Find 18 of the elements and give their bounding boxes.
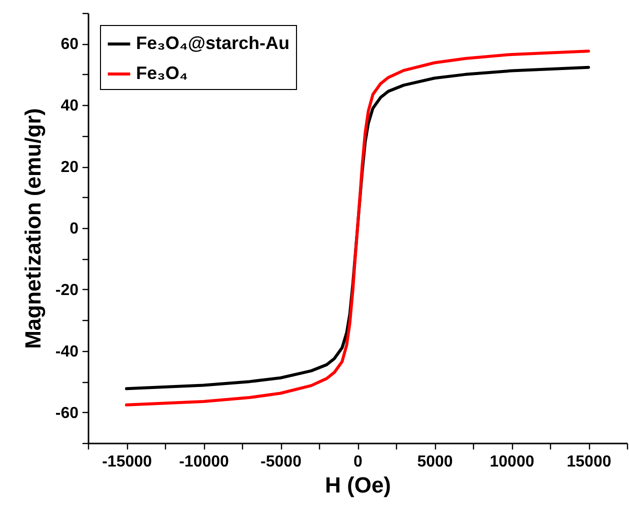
x-tick-label: -5000: [260, 454, 302, 470]
y-tick-label: 20: [60, 159, 79, 176]
x-axis-title: H (Oe): [325, 472, 391, 498]
y-axis-title: Magnetization (emu/gr): [20, 108, 46, 349]
x-tick-label: 15000: [566, 454, 612, 470]
y-tick-label: -60: [55, 404, 79, 422]
y-tick-label: -40: [55, 343, 79, 360]
x-tick-label: 5000: [417, 454, 453, 470]
y-tick-label: -20: [55, 282, 79, 299]
y-tick-label: 40: [60, 98, 79, 115]
legend-label: Fe₃O₄@starch-Au: [136, 33, 290, 53]
x-tick-label: 0: [354, 454, 363, 470]
x-tick-label: -10000: [179, 454, 230, 470]
x-tick-label: -15000: [102, 454, 152, 470]
y-tick-label: 60: [60, 36, 79, 54]
x-tick-label: 10000: [490, 454, 534, 470]
y-tick-label: 0: [70, 220, 79, 238]
legend-label: Fe₃O₄: [136, 63, 188, 83]
